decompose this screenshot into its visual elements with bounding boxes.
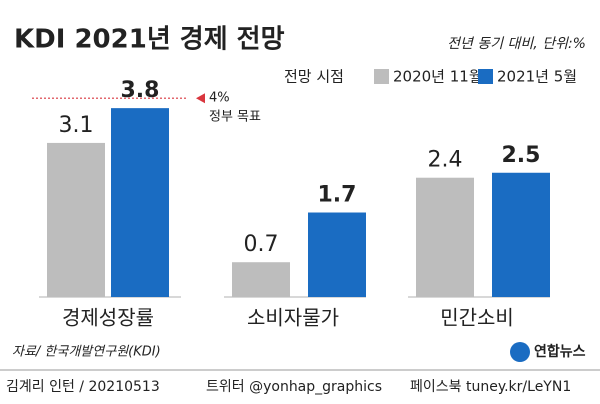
legend-label: 2020년 11월	[393, 68, 483, 86]
bar	[47, 142, 105, 297]
value-label: 1.7	[318, 183, 357, 208]
source: 자료/ 한국개발연구원(KDI)	[12, 345, 161, 360]
logo-icon	[510, 342, 530, 362]
value-label: 0.7	[244, 232, 279, 257]
bar	[492, 172, 550, 297]
twitter: 트위터 @yonhap_graphics	[206, 379, 382, 395]
unit-note: 전년 동기 대비, 단위:%	[447, 36, 586, 52]
legend-label: 2021년 5월	[497, 68, 577, 86]
value-label: 3.8	[121, 78, 160, 103]
x-tick-label: 소비자물가	[247, 306, 339, 330]
target-marker	[196, 93, 205, 104]
bar	[111, 108, 169, 297]
legend-swatch	[478, 69, 493, 84]
target-text: 정부 목표	[209, 110, 261, 125]
bar	[308, 212, 366, 297]
chart-title: KDI 2021년 경제 전망	[14, 25, 285, 55]
target-label: 4%	[209, 91, 230, 106]
legend-title: 전망 시점	[284, 68, 344, 86]
x-tick-label: 민간소비	[440, 306, 514, 330]
value-label: 3.1	[59, 113, 94, 138]
bar	[416, 177, 474, 297]
facebook: 페이스북 tuney.kr/LeYN1	[410, 379, 571, 395]
bar	[232, 262, 290, 297]
value-label: 2.5	[502, 143, 541, 168]
x-tick-label: 경제성장률	[62, 306, 154, 330]
value-label: 2.4	[428, 148, 463, 173]
legend-swatch	[374, 69, 389, 84]
credit: 김계리 인턴 / 20210513	[6, 379, 160, 395]
logo: 연합뉴스	[534, 343, 586, 360]
